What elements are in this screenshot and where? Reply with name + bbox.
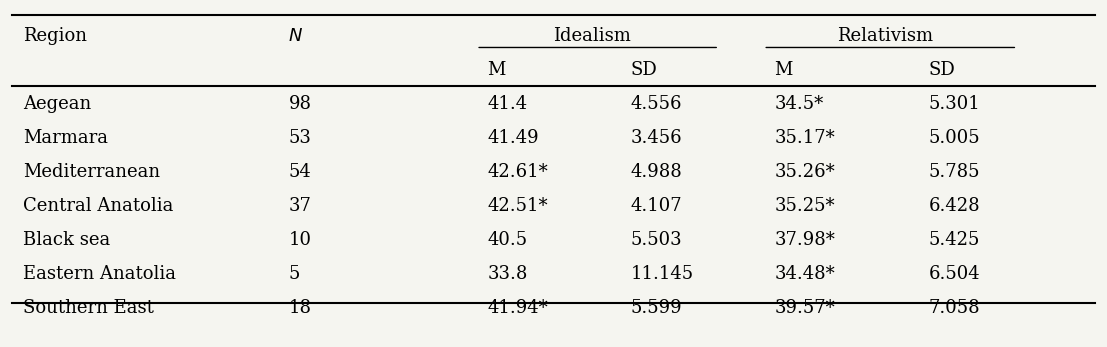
Text: Mediterranean: Mediterranean: [23, 163, 161, 181]
Text: 41.4: 41.4: [487, 95, 527, 113]
Text: 39.57*: 39.57*: [774, 299, 835, 317]
Text: 7.058: 7.058: [929, 299, 981, 317]
Text: Black sea: Black sea: [23, 231, 111, 249]
Text: 5: 5: [289, 265, 300, 283]
Text: 33.8: 33.8: [487, 265, 528, 283]
Text: 5.425: 5.425: [929, 231, 981, 249]
Text: 37: 37: [289, 197, 311, 215]
Text: 6.504: 6.504: [929, 265, 981, 283]
Text: Relativism: Relativism: [837, 27, 933, 44]
Text: 11.145: 11.145: [631, 265, 694, 283]
Text: 41.49: 41.49: [487, 129, 539, 147]
Text: 34.48*: 34.48*: [774, 265, 835, 283]
Text: 35.17*: 35.17*: [774, 129, 835, 147]
Text: Central Anatolia: Central Anatolia: [23, 197, 174, 215]
Text: 35.25*: 35.25*: [774, 197, 835, 215]
Text: 5.005: 5.005: [929, 129, 981, 147]
Text: 41.94*: 41.94*: [487, 299, 548, 317]
Text: Southern East: Southern East: [23, 299, 154, 317]
Text: 4.107: 4.107: [631, 197, 682, 215]
Text: 6.428: 6.428: [929, 197, 981, 215]
Text: M: M: [487, 61, 506, 79]
Text: 98: 98: [289, 95, 311, 113]
Text: Marmara: Marmara: [23, 129, 108, 147]
Text: Region: Region: [23, 27, 87, 44]
Text: 10: 10: [289, 231, 311, 249]
Text: 5.599: 5.599: [631, 299, 682, 317]
Text: 42.51*: 42.51*: [487, 197, 548, 215]
Text: SD: SD: [929, 61, 955, 79]
Text: M: M: [774, 61, 793, 79]
Text: 34.5*: 34.5*: [774, 95, 824, 113]
Text: 35.26*: 35.26*: [774, 163, 835, 181]
Text: 5.503: 5.503: [631, 231, 682, 249]
Text: 5.301: 5.301: [929, 95, 981, 113]
Text: 5.785: 5.785: [929, 163, 981, 181]
Text: 18: 18: [289, 299, 311, 317]
Text: 54: 54: [289, 163, 311, 181]
Text: Eastern Anatolia: Eastern Anatolia: [23, 265, 176, 283]
Text: 4.556: 4.556: [631, 95, 682, 113]
Text: 53: 53: [289, 129, 311, 147]
Text: $N$: $N$: [289, 27, 303, 44]
Text: 42.61*: 42.61*: [487, 163, 548, 181]
Text: 3.456: 3.456: [631, 129, 682, 147]
Text: 37.98*: 37.98*: [774, 231, 835, 249]
Text: 40.5: 40.5: [487, 231, 527, 249]
Text: SD: SD: [631, 61, 658, 79]
Text: 4.988: 4.988: [631, 163, 683, 181]
Text: Aegean: Aegean: [23, 95, 92, 113]
Text: Idealism: Idealism: [554, 27, 631, 44]
